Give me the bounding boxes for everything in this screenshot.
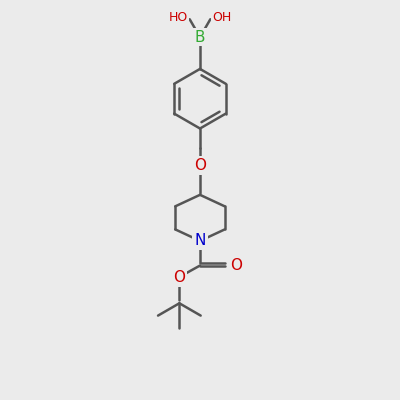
Text: OH: OH xyxy=(212,11,232,24)
Text: O: O xyxy=(173,270,185,285)
Text: N: N xyxy=(194,234,206,248)
Text: HO: HO xyxy=(168,11,188,24)
Text: B: B xyxy=(195,30,205,45)
Text: O: O xyxy=(230,258,242,273)
Text: O: O xyxy=(194,158,206,173)
